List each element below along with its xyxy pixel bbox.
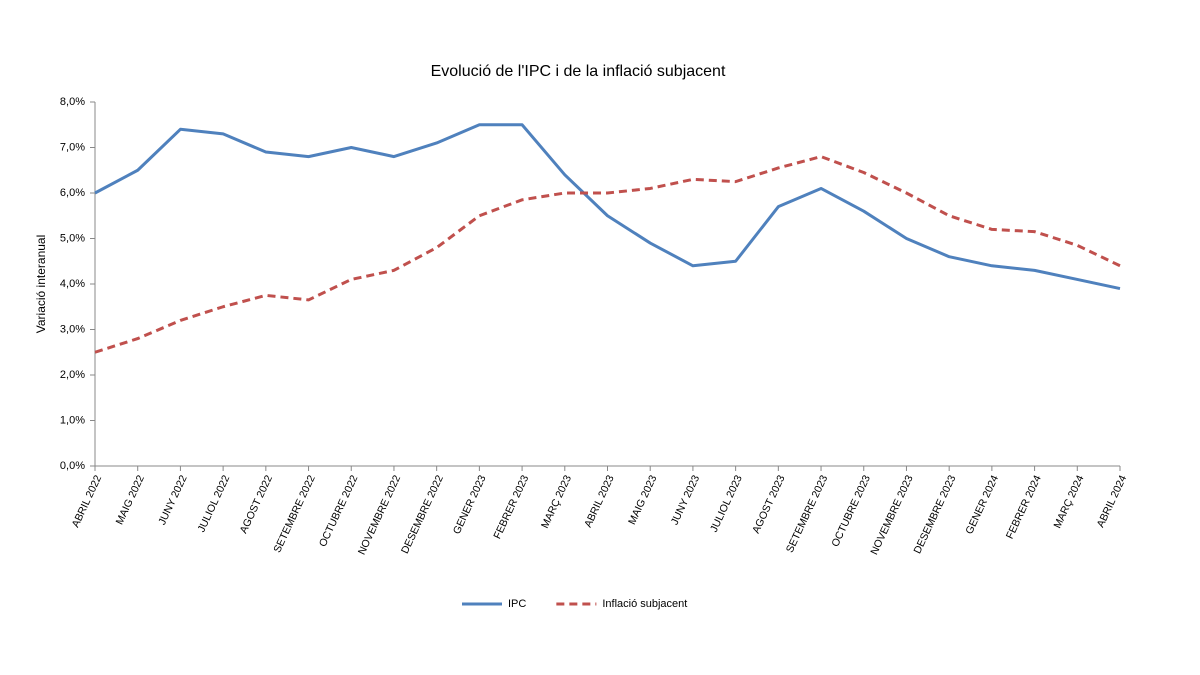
x-tick-label: AGOST 2022 xyxy=(238,473,276,535)
y-tick-label: 8,0% xyxy=(60,96,85,108)
x-tick-label: SETEMBRE 2022 xyxy=(271,473,317,554)
legend-label: Inflació subjacent xyxy=(602,598,687,610)
x-tick-label: MARÇ 2024 xyxy=(1051,473,1086,530)
x-tick-label: MAIG 2022 xyxy=(114,473,147,526)
x-tick-label: JULIOL 2023 xyxy=(708,473,745,534)
x-tick-label: SETEMBRE 2023 xyxy=(784,473,830,554)
chart-title: Evolució de l'IPC i de la inflació subja… xyxy=(431,63,726,80)
y-tick-label: 4,0% xyxy=(60,278,85,290)
x-tick-label: DESEMBRE 2023 xyxy=(912,473,959,555)
x-tick-label: NOVEMBRE 2022 xyxy=(356,473,403,556)
x-tick-label: ABRIL 2023 xyxy=(582,473,617,529)
x-tick-label: DESEMBRE 2022 xyxy=(399,473,446,555)
x-tick-label: MARÇ 2023 xyxy=(539,473,574,530)
y-tick-label: 6,0% xyxy=(60,187,85,199)
x-tick-label: JUNY 2023 xyxy=(669,473,703,527)
y-tick-label: 0,0% xyxy=(60,460,85,472)
x-tick-label: GENER 2024 xyxy=(963,473,1001,536)
y-tick-label: 5,0% xyxy=(60,232,85,244)
y-axis-label: Variació interanual xyxy=(34,235,48,334)
y-tick-label: 7,0% xyxy=(60,141,85,153)
x-tick-label: ABRIL 2024 xyxy=(1095,473,1130,529)
x-tick-label: JULIOL 2022 xyxy=(196,473,233,534)
series-line xyxy=(94,123,1121,291)
y-tick-label: 2,0% xyxy=(60,369,85,381)
x-tick-label: JUNY 2022 xyxy=(156,473,190,527)
x-tick-label: FEBRER 2024 xyxy=(1004,473,1044,541)
x-tick-label: OCTUBRE 2022 xyxy=(317,473,361,549)
y-tick-label: 3,0% xyxy=(60,323,85,335)
x-tick-label: AGOST 2023 xyxy=(750,473,788,535)
x-tick-label: ABRIL 2022 xyxy=(70,473,105,529)
x-tick-label: MAIG 2023 xyxy=(626,473,659,526)
series-line xyxy=(94,155,1121,354)
x-tick-label: FEBRER 2023 xyxy=(491,473,531,541)
x-tick-label: OCTUBRE 2023 xyxy=(829,473,873,549)
legend-label: IPC xyxy=(508,598,526,610)
x-tick-label: GENER 2023 xyxy=(451,473,489,536)
x-tick-label: NOVEMBRE 2023 xyxy=(868,473,915,556)
y-tick-label: 1,0% xyxy=(60,414,85,426)
